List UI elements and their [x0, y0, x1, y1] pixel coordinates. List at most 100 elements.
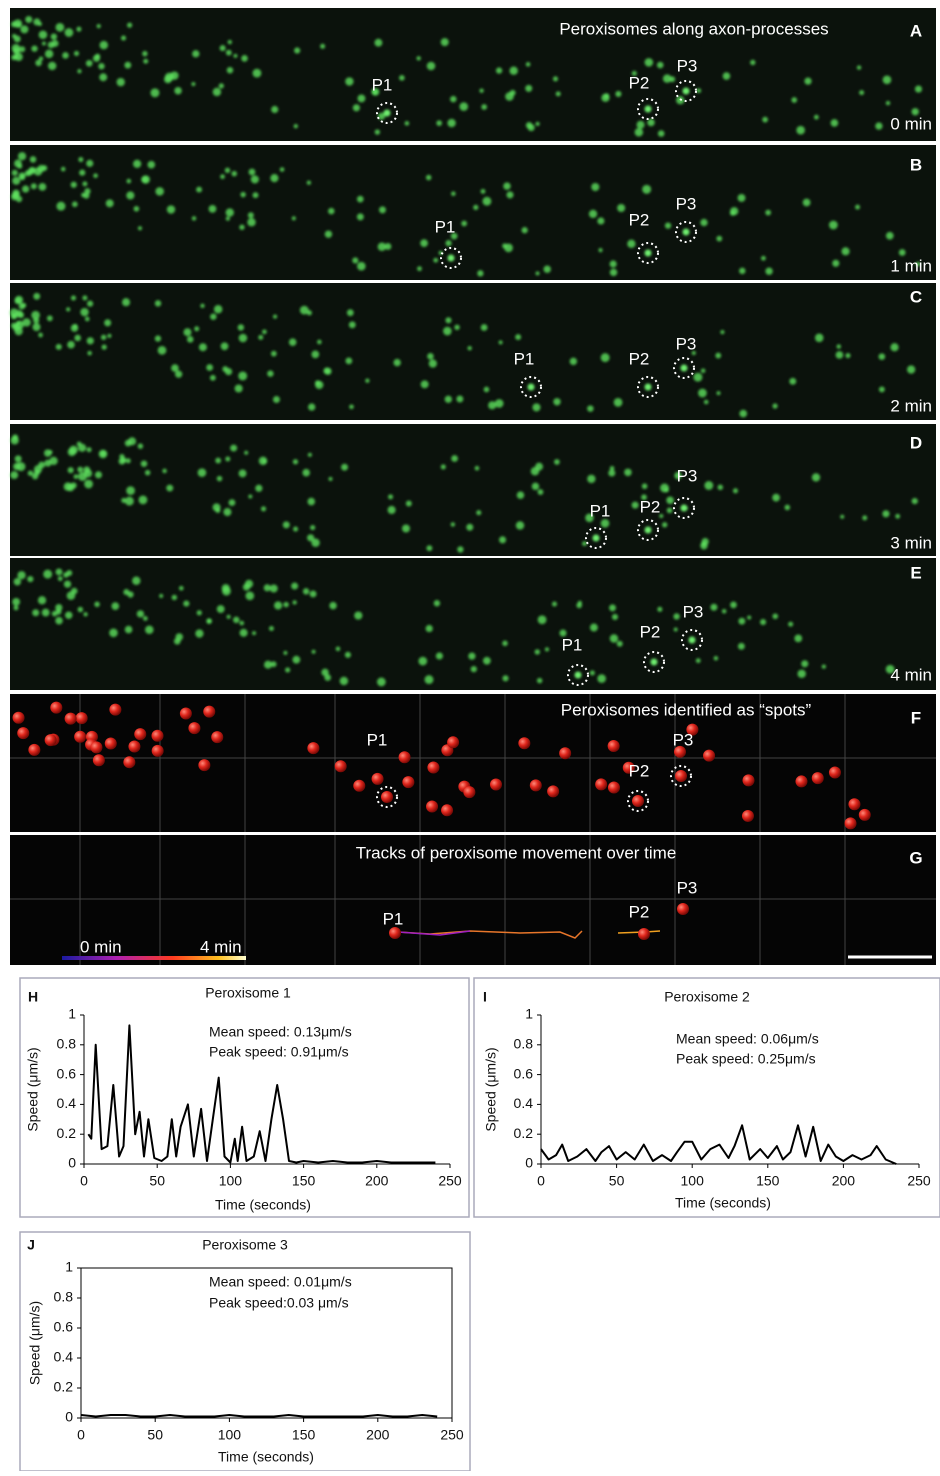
annotation: Peak speed: 0.91μm/s	[209, 1044, 349, 1060]
peroxisome	[245, 591, 255, 601]
peroxisome	[209, 374, 216, 381]
peroxisome	[133, 205, 140, 212]
annotation: Peak speed: 0.25μm/s	[676, 1051, 816, 1067]
peroxisome	[225, 208, 234, 217]
peroxisome	[433, 257, 439, 263]
peroxisome	[293, 526, 299, 532]
peroxisome	[710, 603, 718, 611]
peroxisome	[680, 504, 688, 512]
peroxisome	[341, 463, 349, 471]
label: P1	[590, 501, 611, 520]
y-tick-label: 0.4	[514, 1095, 534, 1111]
label: P1	[562, 635, 583, 654]
peroxisome	[569, 357, 578, 366]
peroxisome	[307, 497, 316, 506]
peroxisome	[402, 524, 410, 533]
spot	[677, 903, 689, 915]
peroxisome	[577, 600, 582, 605]
fluorescence	[12, 568, 895, 687]
peroxisome	[307, 534, 315, 542]
peroxisome	[98, 63, 105, 70]
spot	[92, 754, 105, 767]
peroxisome	[828, 220, 838, 230]
x-tick-label: 50	[149, 1173, 165, 1189]
chart-box	[473, 977, 940, 1218]
panel-title: Peroxisomes identified as “spots”	[561, 700, 812, 719]
peroxisome	[480, 188, 486, 194]
peroxisome	[339, 676, 349, 686]
peroxisome	[86, 159, 94, 167]
peroxisome	[348, 321, 356, 329]
peroxisome	[162, 468, 167, 474]
peroxisome	[515, 334, 522, 341]
peroxisome	[240, 191, 246, 198]
y-tick-label: 0.8	[514, 1036, 534, 1052]
peroxisome	[470, 666, 477, 673]
peroxisome	[226, 614, 231, 619]
peroxisome	[30, 183, 37, 190]
peroxisome	[878, 386, 885, 393]
peroxisome	[666, 496, 674, 505]
peroxisome	[454, 324, 460, 331]
x-tick-label: 50	[147, 1427, 163, 1443]
peroxisome	[137, 226, 143, 231]
peroxisome	[171, 594, 178, 601]
spot	[381, 791, 393, 803]
peroxisome	[611, 613, 619, 621]
peroxisome	[451, 191, 456, 196]
peroxisome	[225, 49, 232, 56]
spot	[638, 928, 650, 940]
label: P2	[629, 73, 650, 92]
peroxisome	[451, 455, 458, 462]
label: P2	[640, 497, 661, 516]
peroxisome	[450, 95, 457, 103]
peroxisome	[260, 506, 267, 512]
time-colorbar	[62, 956, 246, 960]
spot	[828, 766, 841, 779]
label: P3	[677, 878, 698, 897]
label: P1	[514, 349, 535, 368]
image-panel	[10, 424, 936, 556]
peroxisome	[33, 18, 41, 26]
peroxisome	[642, 184, 652, 194]
peroxisome	[292, 655, 301, 664]
peroxisome	[427, 352, 434, 360]
x-tick-label: 250	[438, 1173, 462, 1189]
peroxisome	[272, 395, 280, 403]
y-tick-label: 0.4	[57, 1095, 77, 1111]
peroxisome	[760, 619, 767, 626]
peroxisome	[14, 52, 23, 62]
peroxisome	[99, 73, 108, 82]
peroxisome	[87, 350, 92, 356]
peroxisome	[133, 159, 142, 168]
peroxisome	[420, 380, 429, 389]
peroxisome	[271, 105, 279, 114]
peroxisome	[537, 489, 544, 495]
peroxisome	[306, 310, 312, 316]
peroxisome	[830, 119, 839, 127]
peroxisome	[80, 307, 89, 317]
panel-letter: C	[910, 287, 922, 306]
peroxisome	[615, 90, 622, 97]
image-panel	[10, 694, 936, 832]
peroxisome	[166, 205, 176, 214]
peroxisome	[644, 249, 652, 257]
peroxisome	[311, 350, 320, 359]
peroxisome	[378, 206, 386, 214]
spot	[447, 736, 460, 749]
peroxisome	[86, 447, 92, 453]
peroxisome	[239, 620, 245, 626]
peroxisome	[703, 399, 709, 405]
speed-line	[87, 1024, 436, 1164]
spot	[622, 761, 635, 774]
chart-box	[19, 1231, 471, 1472]
spot	[703, 749, 716, 762]
peroxisome	[41, 41, 46, 46]
peroxisome	[285, 667, 291, 673]
peroxisome	[17, 152, 27, 161]
x-tick-label: 200	[832, 1173, 856, 1189]
panel-title: Tracks of peroxisome movement over time	[356, 843, 677, 862]
peroxisome	[279, 167, 285, 172]
spot	[607, 740, 620, 753]
peroxisome	[79, 169, 86, 176]
